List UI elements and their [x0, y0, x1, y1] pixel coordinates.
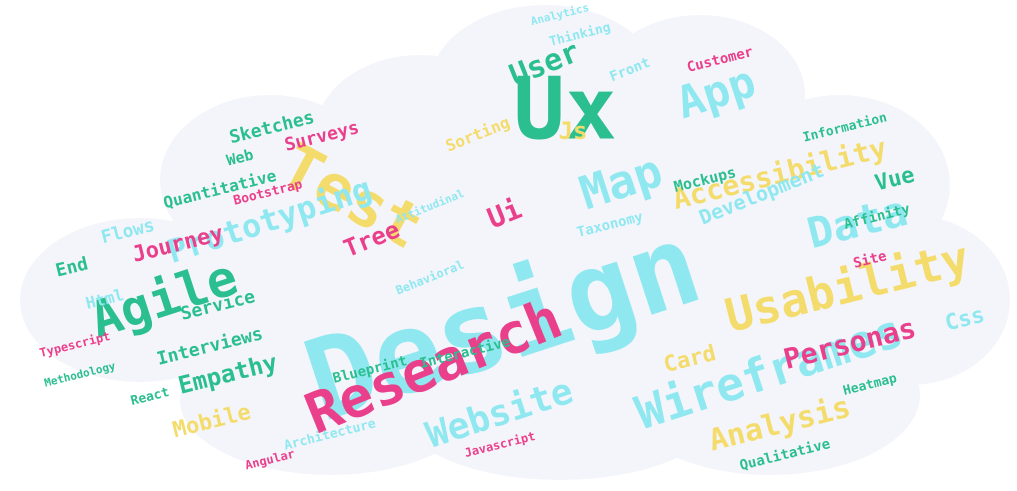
cloud-shape — [20, 5, 1010, 480]
word-ux: Ux — [513, 59, 617, 159]
word-site: Site — [852, 248, 889, 272]
word-js: Js — [559, 117, 588, 145]
word-react: React — [129, 385, 171, 409]
